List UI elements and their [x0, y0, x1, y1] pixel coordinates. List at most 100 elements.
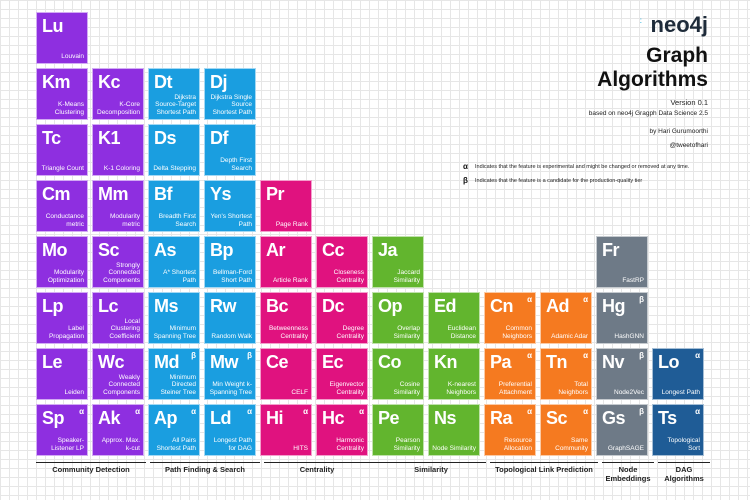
algorithm-tile-bp[interactable]: Bp Bellman-Ford Short Path — [204, 236, 256, 288]
algorithm-tile-as[interactable]: As A* Shortest Path — [148, 236, 200, 288]
tile-symbol: Ar — [266, 240, 286, 260]
algorithm-tile-ap[interactable]: Ap All Pairs Shortest Path α — [148, 404, 200, 456]
algorithm-tile-ec[interactable]: Ec Eigenvector Centrality — [316, 348, 368, 400]
neo4j-logo: neo4j — [650, 12, 708, 37]
tile-label: A* Shortest Path — [163, 269, 196, 284]
algorithm-tile-bc[interactable]: Bc Betweenness Centrality — [260, 292, 312, 344]
tile-label: Bellman-Ford Short Path — [212, 269, 252, 284]
algorithm-tile-ar[interactable]: Ar Article Rank — [260, 236, 312, 288]
algorithm-tile-le[interactable]: Le Leiden — [36, 348, 88, 400]
tile-label: Betweenness Centrality — [268, 325, 308, 340]
tile-symbol: Ak — [98, 408, 121, 428]
algorithm-tile-hg[interactable]: Hg HashGNN β — [596, 292, 648, 344]
tile-label: K-nearest Neighbors — [446, 381, 476, 396]
algorithm-tile-ja[interactable]: Ja Jaccard Similarity — [372, 236, 424, 288]
algorithm-tile-ad[interactable]: Ad Adamic Adar α — [540, 292, 592, 344]
algorithm-tile-wc[interactable]: Wc Weakly Connected Components — [92, 348, 144, 400]
algorithm-tile-dj[interactable]: Dj Dijkstra Single Source Shortest Path — [204, 68, 256, 120]
tile-symbol: Op — [378, 296, 403, 316]
algorithm-tile-pr[interactable]: Pr Page Rank — [260, 180, 312, 232]
algorithm-tile-km[interactable]: Km K-Means Clustering — [36, 68, 88, 120]
tile-label: Breadth First Search — [158, 213, 196, 228]
algorithm-tile-cc[interactable]: Cc Closeness Centrality — [316, 236, 368, 288]
algorithm-tile-ms[interactable]: Ms Minimum Spanning Tree — [148, 292, 200, 344]
algorithm-tile-ed[interactable]: Ed Euclidean Distance — [428, 292, 480, 344]
algorithm-tile-ra[interactable]: Ra Resource Allocation α — [484, 404, 536, 456]
tile-symbol: Cc — [322, 240, 345, 260]
algorithm-tile-nv[interactable]: Nv Node2Vec β — [596, 348, 648, 400]
algorithm-tile-mw[interactable]: Mw Min Weight k-Spanning Tree β — [204, 348, 256, 400]
tile-label: Modularity Optimization — [47, 269, 84, 284]
algorithm-tile-ts[interactable]: Ts Topological Sort α — [652, 404, 704, 456]
category-label-link: Topological Link Prediction — [495, 465, 593, 474]
algorithm-tile-ds[interactable]: Ds Delta Stepping — [148, 124, 200, 176]
tile-symbol: Ms — [154, 296, 179, 316]
tile-symbol: Tn — [546, 352, 568, 372]
alpha-badge: α — [303, 407, 308, 416]
algorithm-tile-mm[interactable]: Mm Modularity metric — [92, 180, 144, 232]
tile-symbol: Pr — [266, 184, 285, 204]
tile-symbol: Dt — [154, 72, 173, 92]
algorithm-tile-kc[interactable]: Kc K-Core Decomposition — [92, 68, 144, 120]
tile-symbol: Kc — [98, 72, 121, 92]
algorithm-tile-op[interactable]: Op Overlap Similarity — [372, 292, 424, 344]
algorithm-tile-md[interactable]: Md Minimum Directed Steiner Tree β — [148, 348, 200, 400]
tile-symbol: Ap — [154, 408, 178, 428]
algorithm-tile-ak[interactable]: Ak Approx. Max. k-cut α — [92, 404, 144, 456]
algorithm-tile-dt[interactable]: Dt Dijkstra Source-Target Shortest Path — [148, 68, 200, 120]
tile-label: Strongly Connected Components — [103, 261, 140, 284]
category-rule-embedding — [602, 462, 654, 463]
tile-label: Minimum Spanning Tree — [153, 325, 196, 340]
tile-symbol: Pa — [490, 352, 512, 372]
tile-label: Node Similarity — [432, 444, 476, 452]
based-on-label: based on neo4j Gragph Data Science 2.5 — [588, 110, 708, 117]
algorithm-tile-lo[interactable]: Lo Longest Path α — [652, 348, 704, 400]
algorithm-tile-cm[interactable]: Cm Conductance metric — [36, 180, 88, 232]
algorithm-tile-tn[interactable]: Tn Total Neighbors α — [540, 348, 592, 400]
tile-symbol: Nv — [602, 352, 625, 372]
algorithm-tile-kn[interactable]: Kn K-nearest Neighbors — [428, 348, 480, 400]
alpha-badge: α — [583, 407, 588, 416]
algorithm-tile-rw[interactable]: Rw Random Walk — [204, 292, 256, 344]
tile-symbol: Dj — [210, 72, 228, 92]
tile-symbol: Co — [378, 352, 402, 372]
tile-label: Leiden — [64, 388, 84, 396]
algorithm-tile-pa[interactable]: Pa Preferential Attachment α — [484, 348, 536, 400]
algorithm-tile-ce[interactable]: Ce CELF — [260, 348, 312, 400]
algorithm-tile-lp[interactable]: Lp Label Propagation — [36, 292, 88, 344]
algorithm-tile-sp[interactable]: Sp Speaker-Listener LP α — [36, 404, 88, 456]
algorithm-tile-co[interactable]: Co Cosine Similarity — [372, 348, 424, 400]
algorithm-tile-pe[interactable]: Pe Pearson Similarity — [372, 404, 424, 456]
algorithm-tile-ns[interactable]: Ns Node Similarity — [428, 404, 480, 456]
tile-label: HashGNN — [614, 332, 644, 340]
tile-symbol: Ns — [434, 408, 457, 428]
tile-label: Random Walk — [211, 332, 252, 340]
tile-label: Adamic Adar — [551, 332, 588, 340]
algorithm-tile-hi[interactable]: Hi HITS α — [260, 404, 312, 456]
algorithm-tile-mo[interactable]: Mo Modularity Optimization — [36, 236, 88, 288]
algorithm-tile-fr[interactable]: Fr FastRP — [596, 236, 648, 288]
tile-label: Article Rank — [272, 276, 308, 284]
algorithm-tile-lc[interactable]: Lc Local Clustering Coefficient — [92, 292, 144, 344]
algorithm-tile-lu[interactable]: Lu Louvain — [36, 12, 88, 64]
tile-symbol: Ad — [546, 296, 570, 316]
algorithm-tile-hc[interactable]: Hc Harmonic Centrality α — [316, 404, 368, 456]
algorithm-tile-sc[interactable]: Sc Same Community α — [540, 404, 592, 456]
algorithm-tile-tc[interactable]: Tc Triangle Count — [36, 124, 88, 176]
algorithm-tile-dc[interactable]: Dc Degree Centrality — [316, 292, 368, 344]
category-rule-centrality — [264, 462, 430, 463]
algorithm-tile-sc[interactable]: Sc Strongly Connected Components — [92, 236, 144, 288]
algorithm-tile-ys[interactable]: Ys Yen's Shortest Path — [204, 180, 256, 232]
algorithm-tile-df[interactable]: Df Depth First Search — [204, 124, 256, 176]
tile-symbol: Sc — [546, 408, 568, 428]
tile-label: K-Core Decomposition — [97, 101, 140, 116]
algorithm-tile-k1[interactable]: K1 K-1 Coloring — [92, 124, 144, 176]
tile-label: Closeness Centrality — [333, 269, 364, 284]
algorithm-tile-cn[interactable]: Cn Common Neighbors α — [484, 292, 536, 344]
algorithm-tile-bf[interactable]: Bf Breadth First Search — [148, 180, 200, 232]
algorithm-tile-ld[interactable]: Ld Longest Path for DAG α — [204, 404, 256, 456]
tile-label: All Pairs Shortest Path — [156, 437, 196, 452]
algorithm-tile-gs[interactable]: Gs GraphSAGE β — [596, 404, 648, 456]
alpha-badge: α — [695, 407, 700, 416]
tile-symbol: Rw — [210, 296, 237, 316]
